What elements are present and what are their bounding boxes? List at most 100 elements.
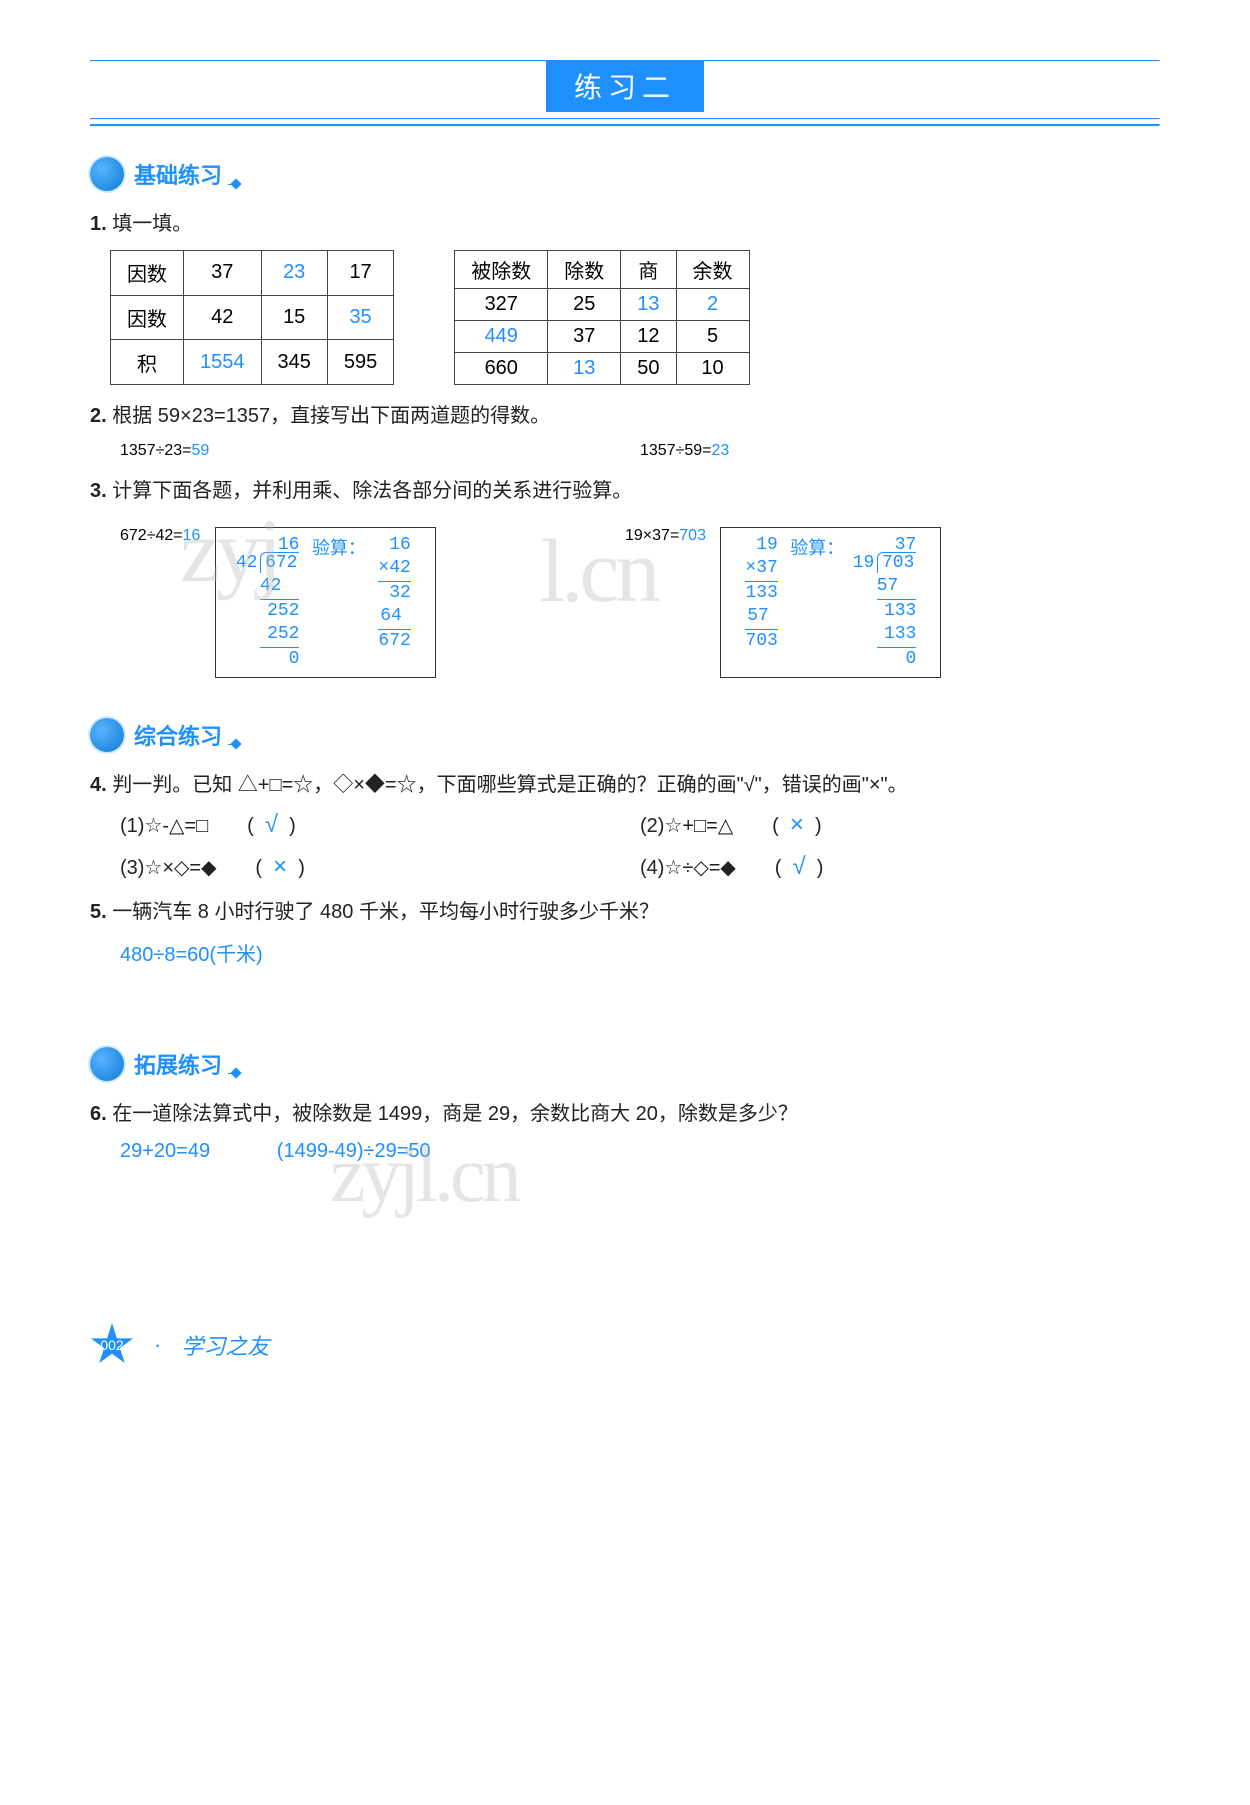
bullet-icon-2 (90, 718, 124, 752)
footer-dot: · (154, 1332, 161, 1358)
t2-cell: 13 (548, 353, 621, 385)
t1-cell: 15 (261, 295, 327, 340)
ld-s4: 0 (289, 649, 300, 669)
section-comp-head: 综合练习 (90, 718, 1160, 752)
q5-answer: 480÷8=60(千米) (120, 938, 1160, 967)
q5-text: 一辆汽车 8 小时行驶了 480 千米，平均每小时行驶多少千米？ (112, 901, 659, 923)
ld-s3: 252 (267, 624, 299, 644)
q2-eq1-label: 1357÷23= (120, 442, 192, 459)
section-line (228, 184, 240, 185)
t1-cell: 35 (327, 295, 393, 340)
section-ext-title: 拓展练习 (134, 1048, 222, 1080)
q6-ans2: (1499-49)÷29=50 (277, 1140, 431, 1162)
q3-number: 3. (90, 480, 107, 502)
q2-eq2-ans: 23 (712, 442, 730, 459)
q1-text: 填一填。 (112, 213, 192, 235)
section-line-3 (228, 1073, 240, 1074)
q3-p1-ans: 16 (183, 527, 201, 544)
q3-p1-check: 验算： (312, 538, 366, 558)
m2-res: 703 (745, 631, 777, 651)
q4-item2: (2)☆+□=△ ( × ) (640, 811, 1160, 839)
q2-eq2: 1357÷59=23 (640, 442, 1160, 460)
q3-p1-mult: 16 ×42 32 64 672 (378, 534, 410, 653)
t2-cell: 660 (455, 353, 548, 385)
q3-p1-longdiv: 16 42 672 42 252 252 0 (260, 534, 300, 671)
q4-item1: (1)☆-△=□ ( √ ) (120, 811, 640, 839)
q2-text: 根据 59×23=1357，直接写出下面两道题的得数。 (112, 405, 550, 427)
t2-cell: 10 (676, 353, 749, 385)
footer-brand: 学习之友 (181, 1329, 269, 1361)
q6-text: 在一道除法算式中，被除数是 1499，商是 29，余数比商大 20，除数是多少？ (112, 1103, 798, 1125)
q4-i1-mark: √ (265, 811, 278, 838)
q5: 5. 一辆汽车 8 小时行驶了 480 千米，平均每小时行驶多少千米？ (90, 895, 1160, 924)
t2-header: 被除数 (455, 251, 548, 289)
t2-header: 余数 (676, 251, 749, 289)
q2-answers: 1357÷23=59 1357÷59=23 (120, 442, 1160, 460)
m-p2: 64 (380, 606, 411, 626)
t1-row-label: 因数 (111, 295, 184, 340)
star-icon: 002 (90, 1323, 134, 1367)
q4-text: 判一判。已知 △+□=☆，◇×◆=☆，下面哪些算式是正确的？正确的画"√"，错误… (112, 774, 907, 796)
ld-s2: 252 (267, 601, 299, 621)
m-p1: 32 (389, 583, 411, 603)
m-res: 672 (378, 631, 410, 651)
q4-row1: (1)☆-△=□ ( √ ) (2)☆+□=△ ( × ) (120, 811, 1160, 839)
q4-i2-mark: × (790, 811, 804, 838)
q6-number: 6. (90, 1103, 107, 1125)
q4-i4-label: (4)☆÷◇=◆ (640, 857, 736, 879)
bullet-icon-3 (90, 1047, 124, 1081)
q4-number: 4. (90, 774, 107, 796)
q1-tables: 因数372317因数421535积1554345595 被除数除数商余数3272… (110, 250, 1160, 385)
m2-p2: 57 (747, 606, 778, 626)
q4-row2: (3)☆×◇=◆ ( × ) (4)☆÷◇=◆ ( √ ) (120, 853, 1160, 881)
q4-item3: (3)☆×◇=◆ ( × ) (120, 853, 640, 881)
section-comp-title: 综合练习 (134, 719, 222, 751)
q1-table2: 被除数除数商余数3272513244937125660135010 (454, 250, 749, 385)
bullet-icon (90, 157, 124, 191)
ld2-s1: 57 (877, 576, 917, 596)
q3-p1-work: 16 42 672 42 252 252 0 验算： 16 ×42 32 64 (215, 527, 436, 678)
q6: 6. 在一道除法算式中，被除数是 1499，商是 29，余数比商大 20，除数是… (90, 1097, 1160, 1126)
q3-p1-label: 672÷42= (120, 527, 183, 544)
q4: 4. 判一判。已知 △+□=☆，◇×◆=☆，下面哪些算式是正确的？正确的画"√"… (90, 768, 1160, 797)
q2-eq1: 1357÷23=59 (120, 442, 640, 460)
q1: 1. 填一填。 (90, 207, 1160, 236)
m2-b: ×37 (745, 558, 777, 578)
m2-a: 19 (756, 535, 778, 555)
ld2-s3: 133 (884, 624, 916, 644)
ld-s1: 42 (260, 576, 300, 596)
t1-row-label: 积 (111, 340, 184, 385)
footer: 002 · 学习之友 (90, 1323, 1160, 1367)
section-ext-head: 拓展练习 (90, 1047, 1160, 1081)
m-b: ×42 (378, 558, 410, 578)
t1-row-label: 因数 (111, 251, 184, 296)
ld-divisor: 42 (236, 552, 258, 575)
page-container: 练习二 基础练习 1. 填一填。 因数372317因数421535积155434… (0, 0, 1250, 1407)
page-title: 练习二 (546, 60, 704, 112)
top-rule-3 (90, 124, 1160, 127)
t2-header: 除数 (548, 251, 621, 289)
q6-answers: 29+20=49 (1499-49)÷29=50 (120, 1140, 1160, 1163)
q3-text: 计算下面各题，并利用乘、除法各部分间的关系进行验算。 (112, 480, 632, 502)
q1-table1: 因数372317因数421535积1554345595 (110, 250, 394, 385)
page-number: 002 (100, 1337, 123, 1353)
q3-p2-longdiv: 37 19 703 57 133 133 0 (877, 534, 917, 671)
t1-cell: 1554 (184, 340, 262, 385)
t2-cell: 25 (548, 289, 621, 321)
q4-i1-label: (1)☆-△=□ (120, 815, 208, 837)
q4-i4-mark: √ (792, 853, 805, 880)
t2-cell: 449 (455, 321, 548, 353)
title-wrap: 练习二 (90, 60, 1160, 112)
q4-item4: (4)☆÷◇=◆ ( √ ) (640, 853, 1160, 881)
q3-p2-mult: 19 ×37 133 57 703 (745, 534, 777, 653)
t2-cell: 12 (621, 321, 676, 353)
ld2-s4: 0 (906, 649, 917, 669)
section-basic-head: 基础练习 (90, 157, 1160, 191)
t1-cell: 37 (184, 251, 262, 296)
q1-number: 1. (90, 213, 107, 235)
q6-ans1: 29+20=49 (120, 1140, 210, 1162)
ld2-quot: 37 (895, 534, 917, 557)
q3-p2-label: 19×37= (625, 527, 679, 544)
q2-number: 2. (90, 405, 107, 427)
m2-p1: 133 (745, 583, 777, 603)
